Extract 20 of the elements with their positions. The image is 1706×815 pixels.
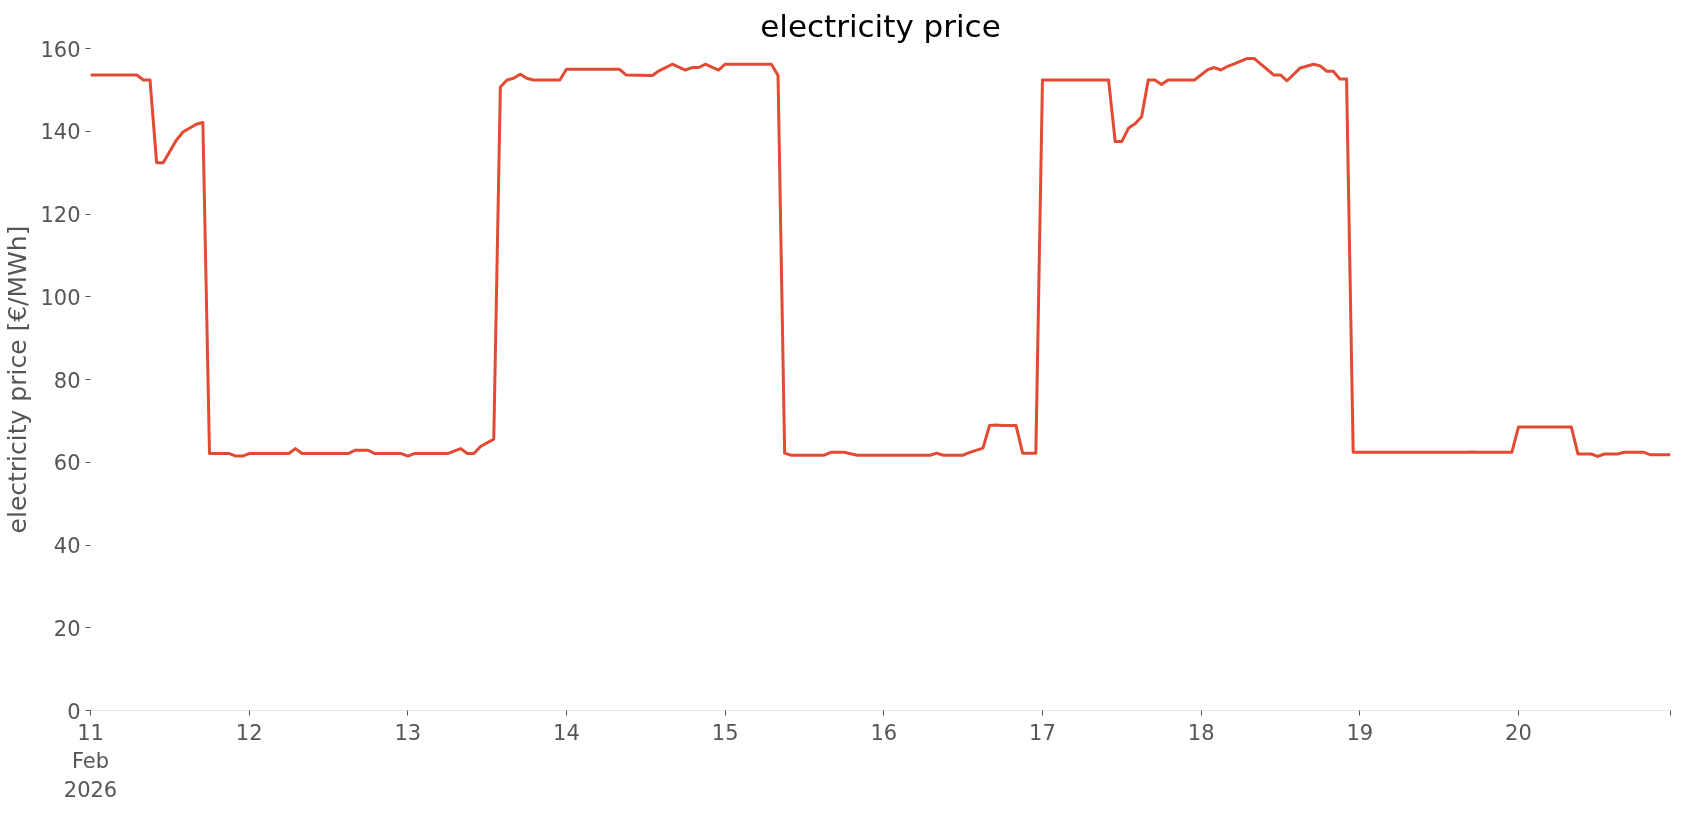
y-tick-label: 140 bbox=[40, 120, 81, 145]
y-tick-label: 60 bbox=[53, 451, 81, 476]
x-tick-label: 12 bbox=[235, 720, 263, 745]
y-tick-label: 40 bbox=[53, 534, 81, 558]
line-series bbox=[90, 56, 1671, 458]
y-tick-label: 120 bbox=[40, 203, 81, 227]
x-tick-label: 18 bbox=[1187, 720, 1215, 745]
x-tick-label: 15 bbox=[711, 720, 739, 745]
x-tick-label: 16 bbox=[870, 720, 898, 745]
x-tick-label: 17 bbox=[1029, 720, 1056, 745]
chart-title: electricity price bbox=[760, 7, 1001, 44]
y-axis-title: electricity price [€/MWh] bbox=[3, 225, 33, 534]
y-tick-label: 80 bbox=[53, 368, 81, 393]
x-tick-label: 20 bbox=[1505, 720, 1532, 745]
x-tick-label: 19 bbox=[1346, 720, 1374, 745]
y-tick-label: 160 bbox=[40, 37, 81, 62]
x-tick-label: 14 bbox=[553, 720, 580, 745]
y-tick-label: 100 bbox=[40, 285, 81, 310]
x-tick-label: 13 bbox=[394, 720, 422, 745]
y-tick-label: 20 bbox=[53, 616, 81, 641]
